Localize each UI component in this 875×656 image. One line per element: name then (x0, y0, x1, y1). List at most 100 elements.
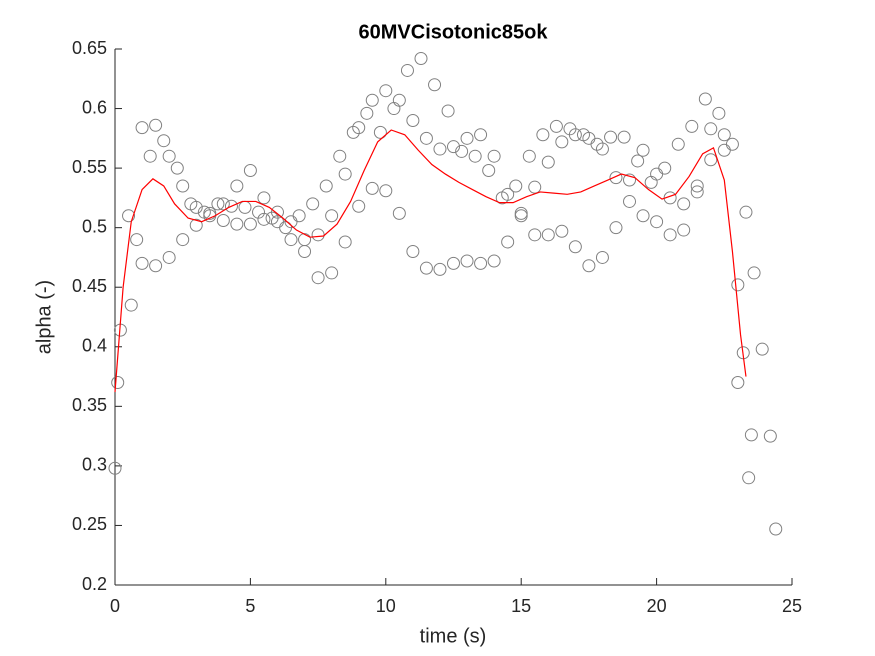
marker (211, 197, 225, 211)
marker (311, 228, 325, 242)
marker (487, 149, 501, 163)
marker (576, 128, 590, 142)
marker (108, 461, 122, 475)
marker (555, 135, 569, 149)
marker (690, 179, 704, 193)
x-tick-label: 10 (376, 596, 396, 616)
x-tick-label: 25 (782, 596, 802, 616)
y-tick-label: 0.6 (82, 97, 107, 117)
marker (379, 84, 393, 98)
marker (528, 228, 542, 242)
marker (595, 250, 609, 264)
marker (739, 205, 753, 219)
marker (325, 266, 339, 280)
marker (617, 130, 631, 144)
marker (257, 191, 271, 205)
y-tick-label: 0.65 (72, 38, 107, 58)
marker (176, 179, 190, 193)
y-axis-label: alpha (-) (33, 280, 55, 354)
marker (392, 206, 406, 220)
marker (631, 154, 645, 168)
x-axis-label: time (s) (420, 625, 487, 647)
marker (487, 254, 501, 268)
marker (189, 218, 203, 232)
marker (685, 119, 699, 133)
y-tick-label: 0.2 (82, 574, 107, 594)
marker (623, 173, 637, 187)
x-tick-label: 0 (110, 596, 120, 616)
marker (203, 206, 217, 220)
marker (731, 278, 745, 292)
marker (663, 228, 677, 242)
y-tick-label: 0.45 (72, 276, 107, 296)
marker (406, 113, 420, 127)
marker (433, 262, 447, 276)
marker (433, 142, 447, 156)
x-tick-label: 15 (511, 596, 531, 616)
marker (541, 155, 555, 169)
marker (474, 256, 488, 270)
marker (352, 199, 366, 213)
marker (238, 200, 252, 214)
y-tick-label: 0.35 (72, 395, 107, 415)
marker (522, 149, 536, 163)
marker (419, 131, 433, 145)
marker (609, 171, 623, 185)
marker (157, 134, 171, 148)
marker (731, 376, 745, 390)
marker (514, 206, 528, 220)
marker (441, 104, 455, 118)
marker (677, 223, 691, 237)
marker (595, 142, 609, 156)
marker (243, 217, 257, 231)
marker (536, 128, 550, 142)
marker (124, 298, 138, 312)
marker (387, 102, 401, 116)
marker (636, 209, 650, 223)
marker (658, 161, 672, 175)
marker (541, 228, 555, 242)
marker (279, 221, 293, 235)
marker (360, 106, 374, 120)
marker (122, 209, 136, 223)
marker (744, 428, 758, 442)
x-tick-label: 5 (245, 596, 255, 616)
chart-title: 60MVCisotonic85ok (359, 21, 549, 43)
y-tick-label: 0.25 (72, 514, 107, 534)
marker (712, 106, 726, 120)
marker (379, 184, 393, 198)
marker (230, 217, 244, 231)
marker (717, 143, 731, 157)
marker (130, 233, 144, 247)
marker (216, 214, 230, 228)
marker (482, 163, 496, 177)
marker (650, 167, 664, 181)
marker (143, 149, 157, 163)
marker (325, 209, 339, 223)
marker (468, 149, 482, 163)
marker (460, 131, 474, 145)
marker (717, 128, 731, 142)
marker (650, 215, 664, 229)
marker (365, 181, 379, 195)
y-tick-label: 0.5 (82, 216, 107, 236)
marker (677, 197, 691, 211)
marker (555, 224, 569, 238)
marker (769, 522, 783, 536)
marker (162, 250, 176, 264)
marker (509, 179, 523, 193)
marker (474, 128, 488, 142)
marker (224, 199, 238, 213)
marker (568, 240, 582, 254)
marker (623, 194, 637, 208)
marker (135, 256, 149, 270)
marker (170, 161, 184, 175)
marker (419, 261, 433, 275)
marker (216, 197, 230, 211)
y-tick-label: 0.4 (82, 336, 107, 356)
marker (528, 180, 542, 194)
marker (265, 211, 279, 225)
y-tick-label: 0.55 (72, 157, 107, 177)
marker (243, 163, 257, 177)
